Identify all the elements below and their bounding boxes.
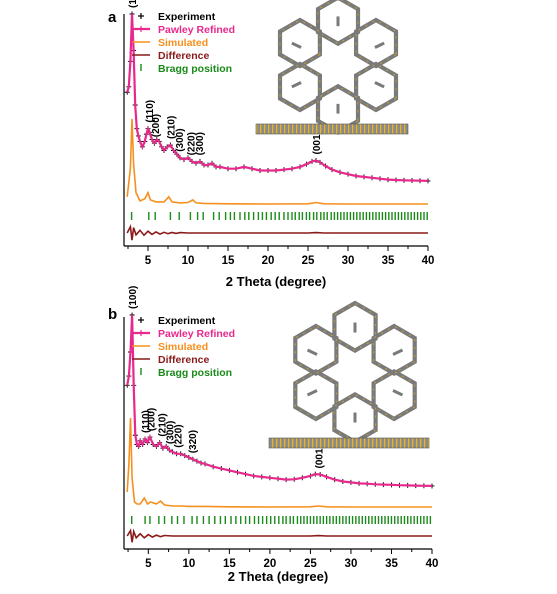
series-simulated	[126, 417, 432, 508]
framework-ring	[315, 0, 361, 47]
framework-spoke	[306, 389, 318, 397]
panel-letter: b	[108, 306, 117, 323]
panel-b: b 5 10 15 20 25 30 35 40 2 Theta (degree) (100) (11…	[108, 286, 438, 584]
legend-symbol	[138, 26, 144, 32]
x-tick-label: 30	[342, 255, 355, 267]
x-tick-label: 25	[304, 558, 317, 570]
x-tick-label: 40	[422, 255, 435, 267]
peak-label: (210)	[157, 413, 168, 436]
series-bragg-position	[130, 212, 428, 220]
legend-symbol	[138, 13, 144, 19]
framework-ring	[332, 300, 378, 354]
peak-label: (210)	[166, 116, 177, 139]
legend-label: Pawley Refined	[158, 328, 235, 340]
peak-label: (110)	[145, 100, 156, 123]
framework-structure-image	[255, 0, 409, 135]
peak-label: (200)	[151, 114, 162, 137]
stacked-layers-view	[255, 123, 409, 135]
series-pawley-refined	[126, 314, 433, 487]
series-bragg-position	[130, 516, 432, 524]
x-axis-title: 2 Theta (degree)	[228, 569, 328, 584]
peak-label: (110)	[141, 410, 152, 433]
framework-ring	[277, 17, 322, 69]
x-tick-label: 40	[426, 558, 439, 570]
legend-label: Experiment	[158, 11, 216, 23]
x-tick-label: 20	[263, 558, 276, 570]
legend-label: Difference	[158, 50, 210, 62]
framework-spoke	[291, 81, 302, 89]
framework-spoke	[392, 389, 404, 397]
x-tick-label: 35	[385, 558, 398, 570]
panel-letter: a	[108, 9, 117, 26]
peak-label: (100)	[128, 286, 139, 309]
x-tick-label: 30	[345, 558, 358, 570]
framework-spoke	[374, 81, 385, 89]
x-tick-label: 15	[222, 255, 235, 267]
peak-label: (200)	[147, 408, 158, 431]
series-line	[126, 528, 432, 543]
stacked-layers-view	[268, 437, 430, 449]
framework-structure-image	[268, 300, 430, 449]
framework-ring	[354, 61, 399, 113]
framework-ring	[277, 61, 322, 113]
peak-label: (320)	[188, 430, 199, 453]
series-difference	[126, 528, 432, 543]
panel-a: a 5 10 15 20 25 30 35 40 2 Theta (degree) (100) (11…	[108, 0, 434, 289]
series-line	[126, 417, 432, 508]
peak-label: (220)	[173, 424, 184, 447]
framework-spoke	[291, 41, 302, 49]
legend-label: Simulated	[158, 37, 208, 49]
framework-spoke	[392, 348, 404, 356]
series-simulated	[126, 118, 428, 205]
framework-spoke	[306, 348, 318, 356]
peak-label: (001)	[315, 445, 326, 468]
legend-label: Pawley Refined	[158, 24, 235, 36]
series-difference	[126, 223, 428, 241]
framework-ring	[371, 323, 417, 377]
x-tick-label: 20	[262, 255, 275, 267]
peak-label: (220)	[186, 132, 197, 155]
peak-label: (300)	[175, 128, 186, 151]
framework-ring	[371, 368, 417, 422]
peak-label: (300)	[195, 132, 206, 155]
series-line	[126, 118, 428, 205]
framework-ring	[354, 17, 399, 69]
legend-symbol	[138, 330, 144, 336]
framework-ring	[293, 368, 339, 422]
x-tick-label: 35	[382, 255, 395, 267]
series-line	[126, 314, 433, 487]
framework-spoke	[374, 41, 385, 49]
x-tick-label: 10	[182, 255, 195, 267]
x-tick-label: 5	[145, 558, 152, 570]
legend-label: Bragg position	[158, 367, 232, 379]
legend-label: Bragg position	[158, 63, 232, 75]
legend-label: Simulated	[158, 341, 208, 353]
series-pawley-refined	[126, 13, 429, 182]
x-tick-label: 25	[302, 255, 315, 267]
x-tick-label: 10	[182, 558, 195, 570]
legend-symbol	[138, 317, 144, 323]
peak-label: (100)	[128, 0, 139, 8]
legend-label: Experiment	[158, 315, 216, 327]
x-tick-label: 15	[223, 558, 236, 570]
series-line	[126, 13, 429, 182]
x-axis-title: 2 Theta (degree)	[226, 274, 326, 289]
peak-label: (300)	[165, 421, 176, 444]
peak-label: (001)	[312, 131, 323, 154]
x-tick-label: 5	[145, 255, 152, 267]
framework-ring	[293, 323, 339, 377]
series-line	[126, 223, 428, 241]
legend-label: Difference	[158, 354, 210, 366]
